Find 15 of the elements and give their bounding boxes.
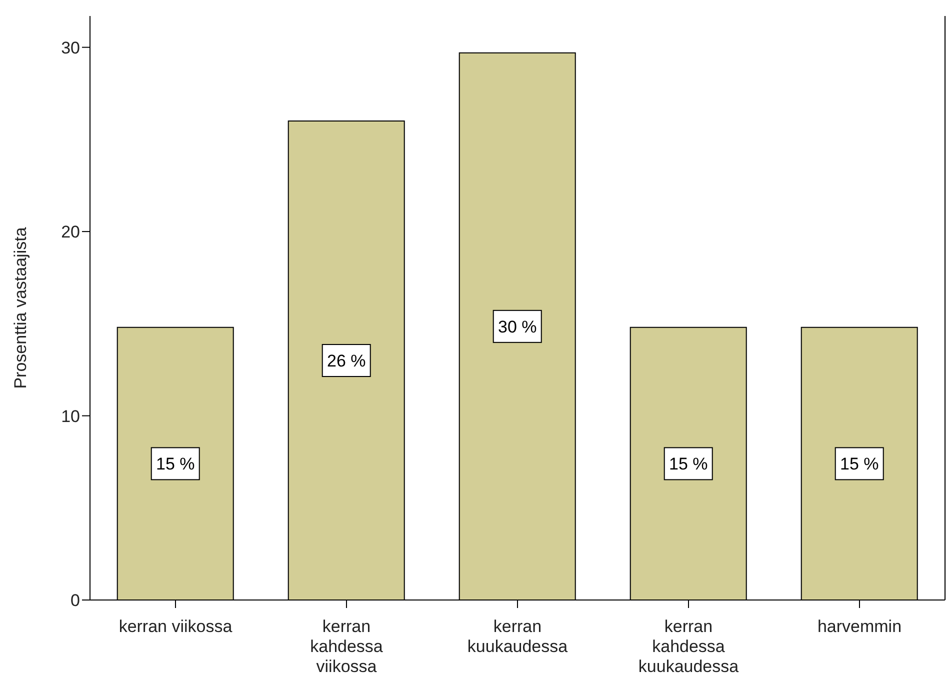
- x-tick-label: kerran viikossa: [118, 617, 233, 636]
- x-tick-label: kerran kuukaudessa: [467, 617, 568, 656]
- data-label: 26 %: [326, 352, 366, 371]
- data-label: 30 %: [498, 317, 537, 336]
- data-label: 15 %: [668, 454, 708, 474]
- data-label: 15 %: [156, 454, 195, 474]
- y-axis-title: Prosenttia vastaajista: [11, 226, 30, 389]
- y-tick-label: 0: [70, 591, 80, 610]
- y-tick-label: 30: [61, 38, 80, 58]
- x-tick-label: kerran kahdessa viikossa: [310, 617, 384, 676]
- y-tick-label: 10: [61, 406, 80, 426]
- x-tick-label: kerran kahdessa kuukaudessa: [638, 617, 740, 676]
- data-label: 15 %: [840, 454, 879, 474]
- y-tick-label: 20: [61, 222, 80, 242]
- x-tick-label: harvemmin: [817, 617, 902, 636]
